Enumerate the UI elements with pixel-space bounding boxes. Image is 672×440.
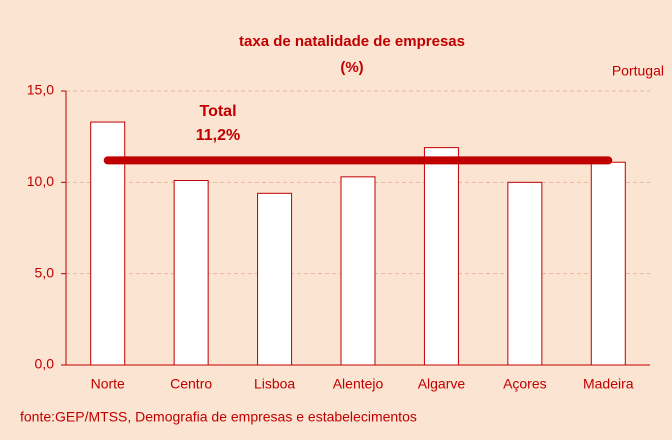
- bar: [423, 147, 459, 366]
- x-tick-label: Lisboa: [254, 376, 295, 392]
- x-tick-label: Norte: [91, 376, 125, 392]
- x-tick-label: Centro: [170, 376, 212, 392]
- y-tick-label: 0,0: [35, 356, 55, 372]
- bar: [507, 181, 543, 366]
- x-tick-label: Madeira: [583, 376, 634, 392]
- x-tick-label: Algarve: [418, 376, 466, 392]
- reference-name: Total: [199, 103, 236, 120]
- bar: [590, 161, 626, 366]
- region-label: Portugal: [612, 63, 664, 79]
- y-tick-label: 15,0: [27, 82, 54, 98]
- bar: [340, 176, 376, 366]
- x-tick-label: Açores: [503, 376, 547, 392]
- chart-subtitle: (%): [340, 59, 363, 76]
- x-tick-label: Alentejo: [333, 376, 384, 392]
- source-note: fonte:GEP/MTSS, Demografia de empresas e…: [20, 409, 417, 425]
- y-tick-label: 5,0: [35, 264, 55, 280]
- reference-label: 11,2%: [196, 127, 240, 144]
- bar: [257, 192, 293, 366]
- chart-title: taxa de natalidade de empresas: [239, 33, 465, 50]
- bar: [173, 180, 209, 366]
- y-tick-label: 10,0: [27, 173, 54, 189]
